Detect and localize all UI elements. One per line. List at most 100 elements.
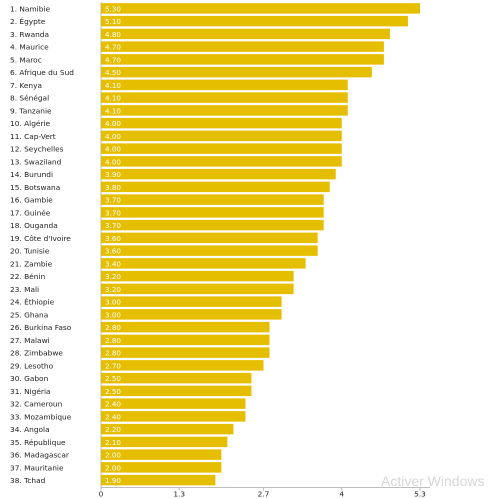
bar [101, 347, 270, 358]
bar [101, 130, 342, 142]
bar [101, 168, 336, 180]
bar-value-label: 2.00 [105, 451, 121, 460]
category-label: 8. Sénégal [10, 94, 49, 103]
bar-value-label: 2.80 [105, 336, 121, 345]
category-label: 14. Burundi [10, 170, 53, 179]
category-label: 23. Mali [10, 285, 39, 294]
category-label: 20. Tunisie [10, 247, 50, 256]
bar [101, 54, 384, 65]
bar [101, 436, 228, 448]
category-label: 12. Seychelles [10, 145, 64, 154]
bar [101, 398, 246, 409]
category-label: 17. Guinée [10, 208, 51, 217]
bar [101, 245, 318, 256]
bar [101, 207, 324, 218]
bar-value-label: 2.20 [105, 425, 121, 434]
category-label: 24. Éthiopie [10, 298, 55, 307]
activation-watermark: Activer Windows [381, 473, 485, 489]
bar [101, 194, 324, 205]
bar-value-label: 4.00 [105, 157, 121, 166]
bar [101, 360, 264, 371]
bar [101, 372, 252, 384]
category-label: 31. Nigéria [10, 387, 51, 396]
x-tick-label: 2.7 [258, 490, 270, 499]
bar [101, 105, 348, 116]
bar [101, 462, 222, 473]
bar-value-label: 4.00 [105, 132, 121, 141]
category-label: 10. Algérie [10, 119, 51, 128]
bar [101, 156, 342, 167]
category-label: 11. Cap-Vert [10, 132, 56, 141]
bar [101, 15, 408, 27]
category-label: 25. Ghana [10, 310, 48, 319]
category-label: 22. Bénin [10, 272, 45, 281]
category-label: 7. Kenya [10, 81, 42, 90]
bar-value-label: 3.70 [105, 221, 121, 230]
category-label: 2. Égypte [10, 17, 46, 26]
bar-value-label: 2.40 [105, 412, 121, 421]
bar-value-label: 2.50 [105, 387, 121, 396]
category-label: 13. Swaziland [10, 157, 62, 166]
category-label: 28. Zimbabwe [10, 349, 63, 358]
bar [101, 321, 270, 333]
bar [101, 3, 420, 14]
bar [101, 270, 294, 282]
category-label: 4. Maurice [10, 43, 49, 52]
bar-value-label: 4.50 [105, 68, 121, 77]
bar [101, 385, 252, 397]
bar-value-label: 3.60 [105, 234, 121, 243]
bar-value-label: 1.90 [105, 476, 121, 485]
bar-value-label: 2.50 [105, 374, 121, 383]
bar [101, 117, 342, 129]
bar [101, 92, 348, 103]
category-label: 35. République [10, 438, 66, 447]
category-label: 6. Afrique du Sud [10, 68, 74, 77]
bar-value-label: 3.40 [105, 259, 121, 268]
bar-value-label: 3.00 [105, 310, 121, 319]
bar [101, 283, 294, 295]
category-label: 21. Zambie [10, 259, 53, 268]
bar-value-label: 5.10 [105, 17, 121, 26]
category-label: 37. Mauritanie [10, 463, 64, 472]
bar [101, 143, 342, 154]
bar-value-label: 3.90 [105, 170, 121, 179]
bar-value-label: 3.20 [105, 272, 121, 281]
category-label: 9. Tanzanie [10, 106, 52, 115]
bar-value-label: 3.60 [105, 247, 121, 256]
bar-value-label: 2.80 [105, 349, 121, 358]
bar [101, 449, 222, 460]
category-label: 34. Angola [10, 425, 50, 434]
bar [101, 28, 390, 40]
category-label: 33. Mozambique [10, 412, 72, 421]
category-label: 1. Namibie [10, 4, 50, 13]
category-label: 29. Lesotho [10, 361, 54, 370]
bar [101, 474, 216, 486]
category-label: 38. Tchad [10, 476, 46, 485]
category-label: 32. Cameroun [10, 400, 63, 409]
bar-value-label: 3.00 [105, 298, 121, 307]
bar-value-label: 3.80 [105, 183, 121, 192]
bar [101, 181, 330, 193]
bar-value-label: 2.10 [105, 438, 121, 447]
bar [101, 219, 324, 231]
bar [101, 41, 384, 52]
bar-value-label: 3.70 [105, 208, 121, 217]
bar [101, 232, 318, 244]
bar-value-label: 4.80 [105, 30, 121, 39]
bar-value-label: 4.70 [105, 55, 121, 64]
bar [101, 309, 282, 320]
x-tick-label: 0 [99, 490, 104, 499]
bar [101, 258, 306, 269]
bar-value-label: 4.70 [105, 43, 121, 52]
category-label: 36. Madagascar [10, 451, 70, 460]
bar-value-label: 4.00 [105, 145, 121, 154]
bar [101, 79, 348, 91]
bar-value-label: 4.10 [105, 81, 121, 90]
x-tick-label: 5.3 [414, 490, 426, 499]
bar-value-label: 2.80 [105, 323, 121, 332]
bar-value-label: 4.10 [105, 106, 121, 115]
bar-value-label: 5.30 [105, 4, 121, 13]
bar-value-label: 3.70 [105, 196, 121, 205]
category-label: 3. Rwanda [10, 30, 49, 39]
